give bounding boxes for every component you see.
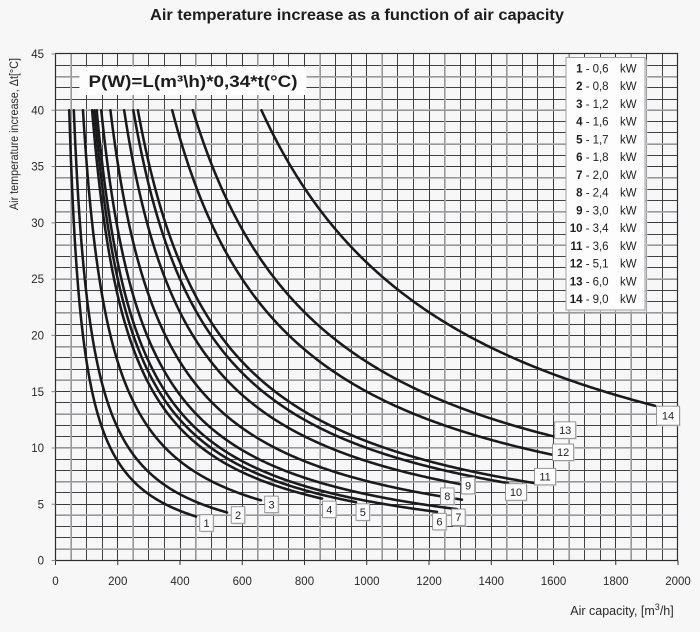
svg-text:200: 200 bbox=[108, 576, 127, 588]
svg-text:1400: 1400 bbox=[478, 576, 504, 588]
svg-text:kW: kW bbox=[620, 276, 637, 288]
svg-text:8: 8 bbox=[444, 491, 450, 503]
svg-text:2,4: 2,4 bbox=[593, 188, 610, 200]
svg-text:800: 800 bbox=[295, 576, 314, 588]
svg-text:11: 11 bbox=[539, 472, 550, 484]
svg-text:13: 13 bbox=[559, 425, 571, 437]
svg-text:kW: kW bbox=[620, 63, 637, 75]
svg-text:kW: kW bbox=[620, 134, 637, 146]
svg-text:kW: kW bbox=[620, 259, 637, 271]
svg-text:-: - bbox=[586, 205, 590, 217]
svg-text:7: 7 bbox=[455, 512, 461, 524]
svg-text:1,7: 1,7 bbox=[593, 134, 609, 146]
svg-text:Air capacity, [m3/h]: Air capacity, [m3/h] bbox=[570, 602, 673, 618]
svg-text:kW: kW bbox=[620, 152, 637, 164]
svg-text:kW: kW bbox=[620, 241, 637, 253]
svg-text:40: 40 bbox=[31, 105, 44, 117]
svg-text:kW: kW bbox=[620, 117, 637, 129]
svg-text:-: - bbox=[586, 241, 590, 253]
svg-text:kW: kW bbox=[620, 170, 637, 182]
svg-text:9: 9 bbox=[465, 481, 471, 493]
svg-text:6,0: 6,0 bbox=[593, 276, 609, 288]
svg-text:1200: 1200 bbox=[416, 576, 442, 588]
svg-text:-: - bbox=[586, 117, 590, 129]
svg-text:1800: 1800 bbox=[603, 576, 629, 588]
svg-text:0: 0 bbox=[52, 576, 58, 588]
svg-text:-: - bbox=[586, 81, 590, 93]
svg-text:3: 3 bbox=[576, 99, 582, 111]
svg-text:6: 6 bbox=[576, 152, 582, 164]
svg-text:kW: kW bbox=[620, 223, 637, 235]
svg-text:10: 10 bbox=[31, 443, 44, 455]
svg-text:9: 9 bbox=[576, 205, 582, 217]
svg-text:14: 14 bbox=[662, 411, 674, 423]
svg-text:2,0: 2,0 bbox=[593, 170, 609, 182]
svg-text:2000: 2000 bbox=[665, 576, 691, 588]
svg-text:Air temperature increase, Δt[°: Air temperature increase, Δt[°C] bbox=[9, 58, 21, 210]
svg-text:5,1: 5,1 bbox=[593, 259, 609, 271]
svg-text:400: 400 bbox=[170, 576, 189, 588]
svg-text:4: 4 bbox=[576, 117, 583, 129]
svg-text:30: 30 bbox=[31, 218, 44, 230]
svg-text:45: 45 bbox=[31, 49, 44, 61]
svg-text:kW: kW bbox=[620, 188, 637, 200]
svg-text:1,6: 1,6 bbox=[593, 117, 609, 129]
svg-text:-: - bbox=[586, 276, 590, 288]
svg-text:6: 6 bbox=[436, 517, 442, 529]
svg-text:3,0: 3,0 bbox=[593, 205, 609, 217]
svg-text:-: - bbox=[586, 134, 590, 146]
svg-text:P(W)=L(m³\h)*0,34*t(°C): P(W)=L(m³\h)*0,34*t(°C) bbox=[89, 72, 298, 91]
svg-text:kW: kW bbox=[620, 294, 637, 306]
svg-text:2: 2 bbox=[576, 81, 582, 93]
svg-text:4: 4 bbox=[326, 504, 332, 516]
svg-text:0: 0 bbox=[38, 556, 44, 568]
svg-text:20: 20 bbox=[31, 330, 44, 342]
svg-text:7: 7 bbox=[576, 170, 582, 182]
svg-text:Air temperature increase as a: Air temperature increase as a function o… bbox=[150, 7, 564, 24]
svg-text:3: 3 bbox=[268, 499, 274, 511]
svg-text:1: 1 bbox=[203, 518, 209, 530]
svg-text:1000: 1000 bbox=[354, 576, 380, 588]
svg-text:12: 12 bbox=[570, 259, 583, 271]
svg-text:-: - bbox=[586, 223, 590, 235]
svg-text:-: - bbox=[586, 99, 590, 111]
svg-text:-: - bbox=[586, 188, 590, 200]
svg-text:1,2: 1,2 bbox=[593, 99, 609, 111]
svg-text:600: 600 bbox=[233, 576, 252, 588]
svg-text:5: 5 bbox=[38, 499, 44, 511]
svg-text:-: - bbox=[586, 294, 590, 306]
svg-text:3,4: 3,4 bbox=[593, 223, 610, 235]
svg-text:-: - bbox=[586, 259, 590, 271]
svg-text:kW: kW bbox=[620, 81, 637, 93]
svg-text:35: 35 bbox=[31, 162, 44, 174]
svg-text:1,8: 1,8 bbox=[593, 152, 609, 164]
svg-text:25: 25 bbox=[31, 274, 44, 286]
svg-text:2: 2 bbox=[235, 510, 241, 522]
svg-text:11: 11 bbox=[570, 241, 583, 253]
svg-text:10: 10 bbox=[570, 223, 583, 235]
svg-text:0,8: 0,8 bbox=[593, 81, 609, 93]
svg-text:15: 15 bbox=[31, 387, 44, 399]
svg-text:9,0: 9,0 bbox=[593, 294, 609, 306]
svg-text:3,6: 3,6 bbox=[593, 241, 609, 253]
svg-text:0,6: 0,6 bbox=[593, 63, 609, 75]
svg-text:-: - bbox=[586, 170, 590, 182]
svg-text:12: 12 bbox=[557, 447, 569, 459]
svg-text:1: 1 bbox=[576, 63, 583, 75]
svg-text:-: - bbox=[586, 152, 590, 164]
svg-text:-: - bbox=[586, 63, 590, 75]
svg-text:5: 5 bbox=[576, 134, 583, 146]
svg-text:10: 10 bbox=[510, 487, 522, 499]
svg-text:5: 5 bbox=[360, 507, 366, 519]
svg-text:kW: kW bbox=[620, 99, 637, 111]
svg-text:14: 14 bbox=[570, 294, 583, 306]
svg-text:8: 8 bbox=[576, 188, 583, 200]
svg-text:1600: 1600 bbox=[541, 576, 567, 588]
svg-text:kW: kW bbox=[620, 205, 637, 217]
svg-text:13: 13 bbox=[570, 276, 583, 288]
